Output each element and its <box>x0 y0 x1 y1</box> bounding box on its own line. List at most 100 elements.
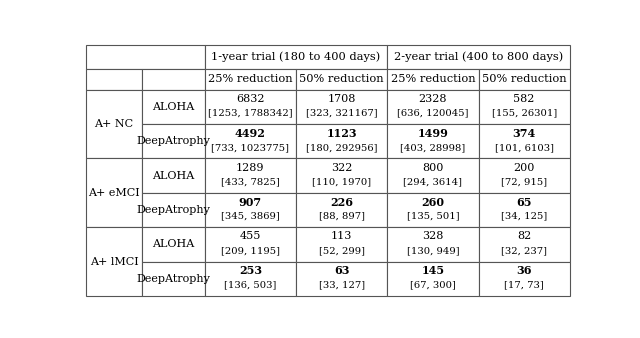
Bar <box>387 193 479 227</box>
Text: 145: 145 <box>421 265 444 276</box>
Bar <box>479 262 570 296</box>
Bar <box>205 227 296 262</box>
Text: 2328: 2328 <box>419 94 447 104</box>
Bar <box>142 262 205 296</box>
Text: 6832: 6832 <box>236 94 264 104</box>
Text: [294, 3614]: [294, 3614] <box>403 177 462 186</box>
Text: 1-year trial (180 to 400 days): 1-year trial (180 to 400 days) <box>211 52 381 63</box>
Text: 25% reduction: 25% reduction <box>208 74 292 84</box>
Bar <box>205 193 296 227</box>
Bar <box>142 159 205 193</box>
Text: [34, 125]: [34, 125] <box>501 212 547 221</box>
Text: [110, 1970]: [110, 1970] <box>312 177 371 186</box>
Text: 65: 65 <box>516 197 532 208</box>
Text: 1499: 1499 <box>417 128 448 139</box>
Bar <box>142 193 205 227</box>
Bar <box>86 159 142 227</box>
Text: 50% reduction: 50% reduction <box>482 74 566 84</box>
Text: 374: 374 <box>513 128 536 139</box>
Text: 455: 455 <box>239 232 261 241</box>
Text: [135, 501]: [135, 501] <box>406 212 459 221</box>
Text: [88, 897]: [88, 897] <box>319 212 365 221</box>
Text: [180, 292956]: [180, 292956] <box>306 143 378 152</box>
Bar <box>142 227 205 262</box>
Text: [130, 949]: [130, 949] <box>406 246 459 255</box>
Text: [403, 28998]: [403, 28998] <box>400 143 465 152</box>
Bar <box>296 69 387 90</box>
Text: 800: 800 <box>422 163 444 173</box>
Bar <box>205 90 296 124</box>
Text: [136, 503]: [136, 503] <box>224 281 276 289</box>
Bar <box>479 124 570 159</box>
Bar <box>387 45 570 69</box>
Text: 226: 226 <box>330 197 353 208</box>
Text: [33, 127]: [33, 127] <box>319 281 365 289</box>
Text: [1253, 1788342]: [1253, 1788342] <box>208 108 292 118</box>
Bar <box>296 193 387 227</box>
Text: 200: 200 <box>513 163 535 173</box>
Bar <box>142 90 205 124</box>
Bar <box>205 45 387 69</box>
Bar <box>479 90 570 124</box>
Bar <box>387 159 479 193</box>
Text: 4492: 4492 <box>235 128 266 139</box>
Text: 1708: 1708 <box>328 94 356 104</box>
Text: DeepAtrophy: DeepAtrophy <box>136 136 210 146</box>
Text: 63: 63 <box>334 265 349 276</box>
Text: [67, 300]: [67, 300] <box>410 281 456 289</box>
Text: [345, 3869]: [345, 3869] <box>221 212 280 221</box>
Text: [733, 1023775]: [733, 1023775] <box>211 143 289 152</box>
Text: 253: 253 <box>239 265 262 276</box>
Text: A+ eMCI: A+ eMCI <box>88 188 140 198</box>
Bar <box>387 69 479 90</box>
Text: DeepAtrophy: DeepAtrophy <box>136 205 210 215</box>
Text: [323, 321167]: [323, 321167] <box>306 108 378 118</box>
Text: DeepAtrophy: DeepAtrophy <box>136 274 210 284</box>
Text: 260: 260 <box>421 197 444 208</box>
Text: 82: 82 <box>517 232 531 241</box>
Text: 2-year trial (400 to 800 days): 2-year trial (400 to 800 days) <box>394 52 563 63</box>
Text: 25% reduction: 25% reduction <box>390 74 475 84</box>
Bar <box>86 90 142 159</box>
Bar <box>86 69 142 90</box>
Bar <box>387 124 479 159</box>
Bar <box>479 193 570 227</box>
Text: ALOHA: ALOHA <box>152 239 195 249</box>
Bar <box>296 227 387 262</box>
Bar <box>296 90 387 124</box>
Text: [101, 6103]: [101, 6103] <box>495 143 554 152</box>
Bar <box>142 124 205 159</box>
Text: [32, 237]: [32, 237] <box>501 246 547 255</box>
Bar <box>86 45 205 69</box>
Text: [155, 26301]: [155, 26301] <box>492 108 557 118</box>
Text: [72, 915]: [72, 915] <box>501 177 547 186</box>
Text: A+ NC: A+ NC <box>95 119 134 129</box>
Text: 322: 322 <box>331 163 352 173</box>
Text: [52, 299]: [52, 299] <box>319 246 365 255</box>
Text: 582: 582 <box>513 94 535 104</box>
Bar <box>387 227 479 262</box>
Text: 1289: 1289 <box>236 163 264 173</box>
Text: 113: 113 <box>331 232 352 241</box>
Text: [636, 120045]: [636, 120045] <box>397 108 468 118</box>
Text: ALOHA: ALOHA <box>152 102 195 112</box>
Bar <box>86 227 142 296</box>
Bar <box>479 159 570 193</box>
Text: ALOHA: ALOHA <box>152 171 195 180</box>
Text: 907: 907 <box>239 197 262 208</box>
Bar <box>296 124 387 159</box>
Text: [209, 1195]: [209, 1195] <box>221 246 280 255</box>
Text: A+ lMCI: A+ lMCI <box>90 257 138 267</box>
Bar <box>479 227 570 262</box>
Bar <box>205 124 296 159</box>
Bar <box>479 69 570 90</box>
Bar <box>205 262 296 296</box>
Text: 36: 36 <box>516 265 532 276</box>
Text: [17, 73]: [17, 73] <box>504 281 544 289</box>
Text: 328: 328 <box>422 232 444 241</box>
Text: 1123: 1123 <box>326 128 357 139</box>
Bar <box>205 159 296 193</box>
Text: [433, 7825]: [433, 7825] <box>221 177 280 186</box>
Bar <box>205 69 296 90</box>
Bar <box>296 159 387 193</box>
